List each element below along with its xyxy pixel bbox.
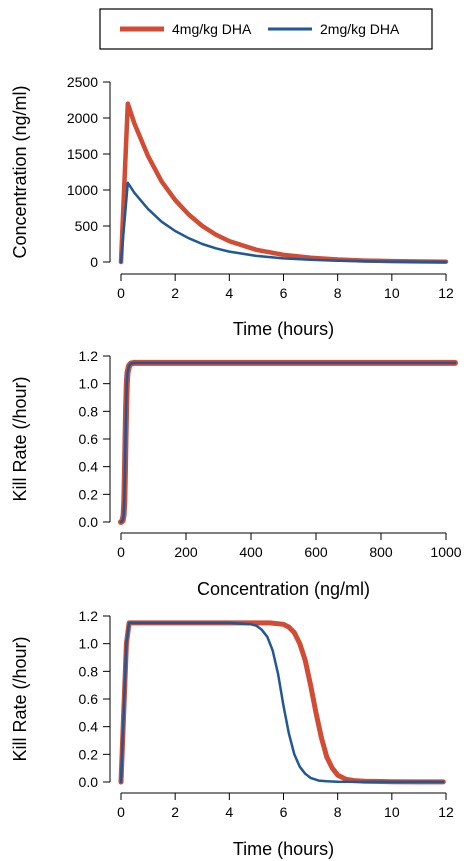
series-line-2mg	[119, 181, 448, 264]
y-tick-label: 500	[75, 218, 99, 234]
y-tick-label: 1.2	[79, 348, 99, 364]
x-tick-label: 1000	[430, 544, 461, 560]
x-tick-label: 8	[334, 285, 342, 301]
x-tick-label: 800	[369, 544, 393, 560]
x-tick-label: 12	[438, 804, 454, 820]
y-tick-label: 0.2	[79, 746, 99, 762]
x-tick-label: 6	[280, 804, 288, 820]
x-tick-label: 10	[384, 285, 400, 301]
y-tick-label: 0.0	[79, 514, 99, 530]
y-tick-label: 0.2	[79, 486, 99, 502]
legend-label-4mg: 4mg/kg DHA	[172, 21, 252, 37]
y-tick-label: 2000	[67, 110, 98, 126]
x-tick-label: 0	[117, 804, 125, 820]
y-axis-title: Concentration (ng/ml)	[10, 85, 30, 258]
x-tick-label: 2	[171, 804, 179, 820]
x-tick-label: 8	[334, 804, 342, 820]
y-tick-label: 0	[90, 254, 98, 270]
x-axis-title: Time (hours)	[233, 839, 334, 859]
y-axis-title: Kill Rate (/hour)	[10, 376, 30, 501]
chart-2: 0 200 400 600 800 1000 Concentration (ng/ml) 0.…	[10, 348, 462, 599]
x-tick-label: 400	[239, 544, 263, 560]
y-tick-label: 0.4	[79, 719, 99, 735]
y-tick-label: 0.0	[79, 774, 99, 790]
x-tick-label: 200	[174, 544, 198, 560]
series-line-2mg	[119, 621, 445, 784]
x-tick-label: 4	[225, 804, 233, 820]
series-line-4mg	[118, 101, 449, 265]
x-axis-title: Time (hours)	[233, 319, 334, 339]
y-tick-label: 1.2	[79, 608, 99, 624]
x-tick-label: 6	[280, 285, 288, 301]
chart-1: 0 2 4 6 8 10 12 Time (hours) 0 500 1000 1500 2000 250…	[10, 74, 454, 339]
series-line-2mg	[119, 361, 457, 524]
y-tick-label: 0.6	[79, 691, 99, 707]
y-tick-label: 1.0	[79, 376, 99, 392]
y-tick-label: 1.0	[79, 636, 99, 652]
x-tick-label: 4	[225, 285, 233, 301]
y-tick-label: 1500	[67, 146, 98, 162]
legend-label-2mg: 2mg/kg DHA	[320, 21, 400, 37]
chart-3: 0 2 4 6 8 10 12 Time (hours) 0.0 0.2 0.4 0.6 0.8 1.0 1…	[10, 608, 454, 859]
x-tick-label: 12	[438, 285, 454, 301]
y-tick-label: 1000	[67, 182, 98, 198]
y-tick-label: 2500	[67, 74, 98, 90]
x-tick-label: 0	[117, 285, 125, 301]
x-tick-label: 2	[171, 285, 179, 301]
x-tick-label: 0	[117, 544, 125, 560]
y-tick-label: 0.8	[79, 403, 99, 419]
x-axis-title: Concentration (ng/ml)	[197, 579, 370, 599]
y-tick-label: 0.6	[79, 431, 99, 447]
series-line-4mg	[118, 359, 458, 525]
x-tick-label: 10	[384, 804, 400, 820]
y-axis-title: Kill Rate (/hour)	[10, 636, 30, 761]
x-tick-label: 600	[304, 544, 328, 560]
y-tick-label: 0.8	[79, 663, 99, 679]
y-tick-label: 0.4	[79, 459, 99, 475]
legend: 4mg/kg DHA 2mg/kg DHA	[99, 8, 433, 50]
